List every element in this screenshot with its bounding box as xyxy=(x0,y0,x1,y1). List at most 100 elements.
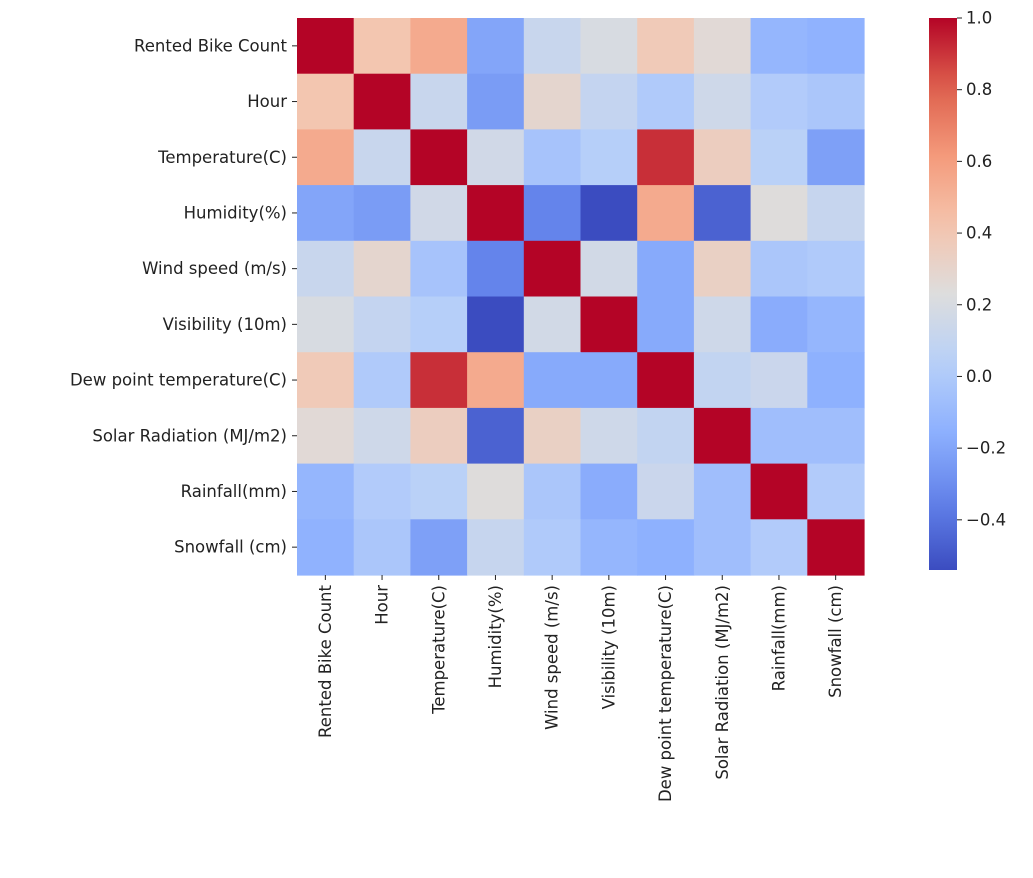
heatmap-cell-5-7 xyxy=(693,296,752,353)
heatmap-cell-2-3 xyxy=(467,129,525,186)
heatmap-cell-1-0 xyxy=(297,73,355,130)
y-axis-tick-labels: Rented Bike Count Hour Temperature(C) Humid… xyxy=(70,36,297,557)
heatmap-cell-1-7 xyxy=(693,73,752,130)
heatmap-cell-3-3 xyxy=(467,185,525,242)
heatmap-cell-1-2 xyxy=(410,73,468,130)
heatmap-cell-9-9 xyxy=(807,519,865,576)
heatmap-cell-0-9 xyxy=(807,18,865,75)
heatmap-cell-0-8 xyxy=(750,18,808,75)
heatmap-cell-7-4 xyxy=(523,407,582,465)
heatmap-cell-0-0 xyxy=(297,18,355,75)
heatmap-cell-0-6 xyxy=(637,18,695,75)
heatmap-cell-5-3 xyxy=(467,296,525,353)
heatmap-cell-1-4 xyxy=(523,73,582,130)
heatmap-cell-8-8 xyxy=(750,463,808,520)
y-tick-label: Rainfall(mm) xyxy=(181,482,287,501)
heatmap-cell-8-2 xyxy=(410,463,468,520)
heatmap-cell-1-3 xyxy=(467,73,525,130)
heatmap-cell-6-7 xyxy=(693,352,752,409)
colorbar-tick-label: 0.4 xyxy=(966,224,992,243)
heatmap-cell-0-4 xyxy=(523,18,582,75)
colorbar-tick-label: 0.0 xyxy=(966,367,992,386)
heatmap-cell-8-4 xyxy=(523,463,582,520)
x-tick-label: Rented Bike Count xyxy=(316,584,335,737)
heatmap-cells xyxy=(297,18,865,576)
heatmap-cell-1-1 xyxy=(353,73,411,130)
heatmap-cell-9-1 xyxy=(353,519,411,576)
heatmap-cell-3-8 xyxy=(750,185,808,242)
x-tick-label: Visibility (10m) xyxy=(599,585,618,709)
x-tick-label: Humidity(%) xyxy=(486,585,505,688)
colorbar-tick-label: −0.4 xyxy=(966,510,1006,529)
heatmap-cell-6-4 xyxy=(523,352,582,409)
heatmap-cell-0-7 xyxy=(693,18,752,75)
heatmap-cell-3-6 xyxy=(637,185,695,242)
heatmap-cell-4-5 xyxy=(580,240,638,298)
heatmap-cell-7-0 xyxy=(297,407,355,465)
x-tick-label: Wind speed (m/s) xyxy=(543,585,562,730)
heatmap-cell-7-6 xyxy=(637,407,695,465)
heatmap-cell-3-1 xyxy=(353,185,411,242)
heatmap-cell-6-5 xyxy=(580,352,638,409)
heatmap-cell-0-3 xyxy=(467,18,525,75)
y-tick-label: Dew point temperature(C) xyxy=(70,371,287,390)
heatmap-cell-3-7 xyxy=(693,185,752,242)
heatmap-cell-4-2 xyxy=(410,240,468,298)
heatmap-cell-5-5 xyxy=(580,296,638,353)
colorbar-tick-label: 0.6 xyxy=(966,152,992,171)
heatmap-cell-3-5 xyxy=(580,185,638,242)
heatmap-cell-4-8 xyxy=(750,240,808,298)
heatmap-cell-9-0 xyxy=(297,519,355,576)
heatmap-cell-7-5 xyxy=(580,407,638,465)
x-tick-label: Snowfall (cm) xyxy=(826,585,845,698)
heatmap-cell-6-1 xyxy=(353,352,411,409)
y-tick-label: Wind speed (m/s) xyxy=(142,259,287,278)
heatmap-cell-5-0 xyxy=(297,296,355,353)
heatmap-cell-5-4 xyxy=(523,296,582,353)
colorbar-tick-label: −0.2 xyxy=(966,439,1006,458)
heatmap-cell-0-5 xyxy=(580,18,638,75)
heatmap-cell-9-8 xyxy=(750,519,808,576)
heatmap-cell-7-1 xyxy=(353,407,411,465)
heatmap-cell-7-3 xyxy=(467,407,525,465)
heatmap-cell-8-6 xyxy=(637,463,695,520)
heatmap-cell-8-0 xyxy=(297,463,355,520)
heatmap-cell-6-8 xyxy=(750,352,808,409)
y-tick-label: Hour xyxy=(247,92,287,111)
heatmap-cell-0-2 xyxy=(410,18,468,75)
heatmap-cell-8-3 xyxy=(467,463,525,520)
y-tick-label: Snowfall (cm) xyxy=(174,538,287,557)
y-tick-label: Visibility (10m) xyxy=(163,315,287,334)
colorbar-gradient xyxy=(929,18,957,570)
heatmap-cell-5-8 xyxy=(750,296,808,353)
heatmap-cell-4-0 xyxy=(297,240,355,298)
heatmap-cell-4-7 xyxy=(693,240,752,298)
heatmap-cell-8-1 xyxy=(353,463,411,520)
heatmap-cell-1-9 xyxy=(807,73,865,130)
x-tick-label: Dew point temperature(C) xyxy=(656,585,675,802)
heatmap-cell-4-9 xyxy=(807,240,865,298)
heatmap-cell-9-6 xyxy=(637,519,695,576)
heatmap-cell-7-7 xyxy=(693,407,752,465)
x-tick-label: Solar Radiation (MJ/m2) xyxy=(713,585,732,780)
heatmap-cell-2-1 xyxy=(353,129,411,186)
y-tick-label: Rented Bike Count xyxy=(134,36,287,55)
heatmap-cell-7-9 xyxy=(807,407,865,465)
heatmap-cell-0-1 xyxy=(353,18,411,75)
heatmap-cell-4-6 xyxy=(637,240,695,298)
heatmap-cell-9-3 xyxy=(467,519,525,576)
x-tick-label: Rainfall(mm) xyxy=(769,585,788,691)
y-tick-label: Humidity(%) xyxy=(184,203,287,222)
colorbar-tick-label: 0.8 xyxy=(966,80,992,99)
colorbar: 1.0 0.8 0.6 0.4 0.2 0.0 −0.2 −0.4 xyxy=(929,9,1006,570)
heatmap-cell-9-4 xyxy=(523,519,582,576)
heatmap-cell-3-4 xyxy=(523,185,582,242)
colorbar-tick-label: 1.0 xyxy=(966,9,992,28)
heatmap-cell-2-5 xyxy=(580,129,638,186)
heatmap-cell-6-3 xyxy=(467,352,525,409)
heatmap-cell-6-2 xyxy=(410,352,468,409)
x-axis-tick-labels: Rented Bike Count Hour Temperature(C) Humid… xyxy=(316,575,845,802)
heatmap-cell-9-2 xyxy=(410,519,468,576)
